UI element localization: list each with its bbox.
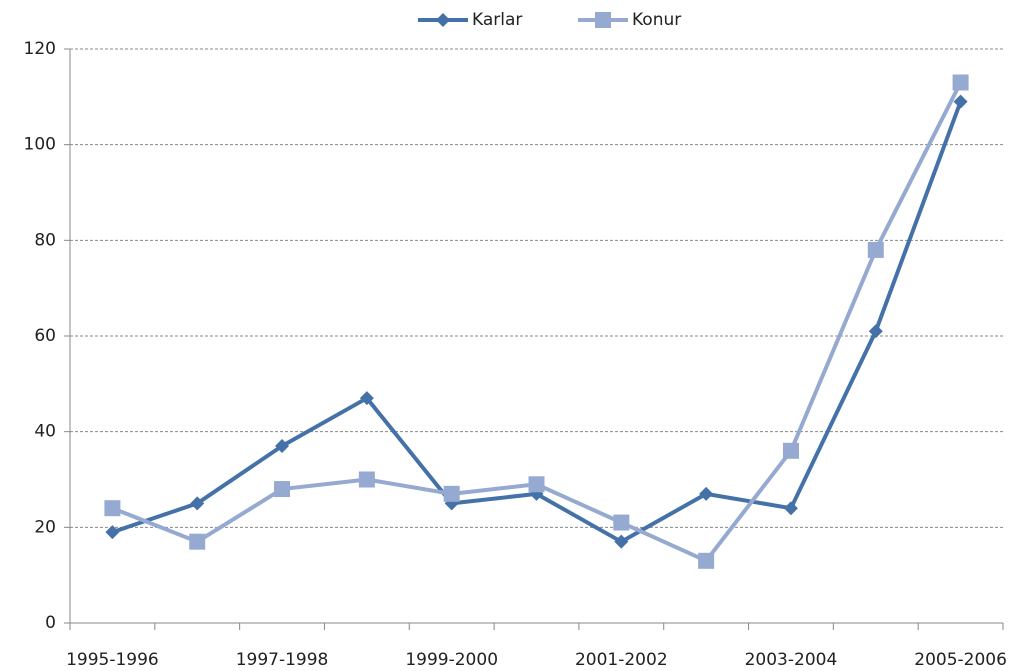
square-marker: [104, 500, 121, 517]
square-marker: [952, 74, 969, 91]
diamond-marker: [190, 496, 205, 511]
x-tick-label: 2001-2002: [575, 650, 668, 670]
legend-marker: [595, 12, 611, 28]
diamond-marker: [953, 94, 968, 109]
square-marker: [698, 552, 715, 569]
diamond-marker: [614, 534, 629, 549]
x-tick-label: 1999-2000: [405, 650, 498, 670]
legend-label: Konur: [632, 10, 681, 30]
square-marker: [613, 514, 630, 531]
square-marker: [274, 481, 291, 498]
legend-label: Karlar: [472, 10, 522, 30]
diamond-marker: [783, 501, 798, 516]
square-marker: [782, 442, 799, 459]
diamond-marker: [359, 391, 374, 406]
square-marker: [189, 533, 206, 550]
diamond-marker: [105, 525, 120, 540]
diamond-marker: [275, 439, 290, 454]
y-tick-label: 40: [34, 422, 56, 442]
square-marker: [358, 471, 375, 488]
diamond-marker: [868, 324, 883, 339]
y-tick-label: 120: [24, 39, 56, 59]
diamond-marker: [699, 486, 714, 501]
line: [111, 100, 963, 544]
legend-marker: [436, 13, 450, 27]
square-marker: [528, 476, 545, 493]
x-tick-label: 2003-2004: [745, 650, 838, 670]
square-marker: [443, 485, 460, 502]
y-tick-label: 100: [24, 135, 56, 155]
square-marker: [867, 241, 884, 258]
y-tick-label: 60: [34, 326, 56, 346]
x-tick-label: 2005-2006: [914, 650, 1007, 670]
y-tick-label: 20: [34, 517, 56, 537]
x-tick-label: 1997-1998: [236, 650, 329, 670]
x-tick-label: 1995-1996: [66, 650, 159, 670]
y-tick-label: 0: [45, 613, 56, 633]
y-tick-label: 80: [34, 230, 56, 250]
